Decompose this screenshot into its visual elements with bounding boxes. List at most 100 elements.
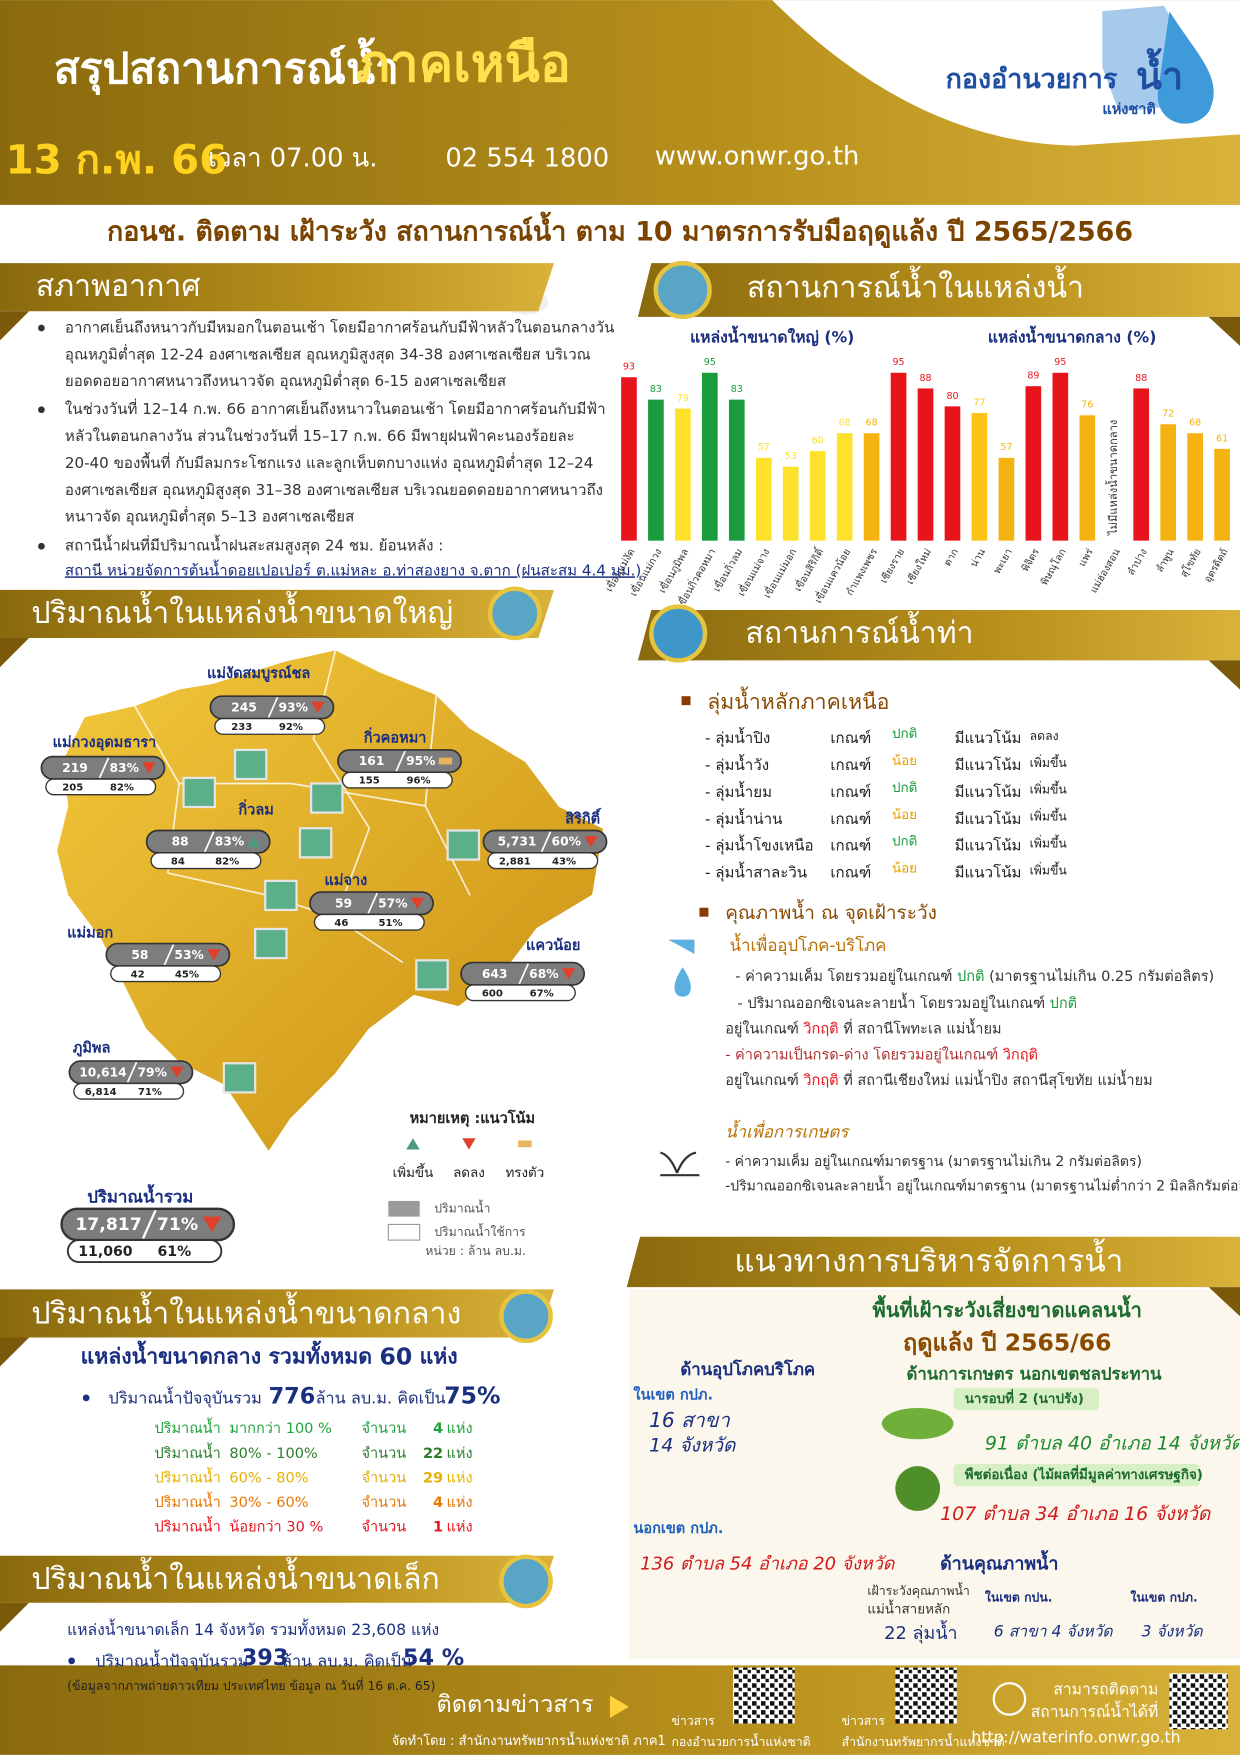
value-label: 57 xyxy=(1000,442,1012,453)
reservoir-badge: 10,614 79% 6,814 71% xyxy=(68,1060,194,1100)
quality-subtitle: น้ำเพื่ออุปโภค-บริโภค xyxy=(730,933,887,956)
bullet xyxy=(681,696,691,706)
section-title: สถานการณ์น้ำท่า xyxy=(745,611,973,651)
usable-pct: 71% xyxy=(138,1087,162,1098)
text-segment: อยู่ในเกณฑ์ xyxy=(725,1020,803,1038)
value-label: 68 xyxy=(1189,418,1201,429)
weather-line: ยอดดอยอากาศหนาวถึงหนาวจัด อุณหภูมิต่ำสุด… xyxy=(65,370,506,391)
mgmt-label: ในเขต กปน. xyxy=(985,1590,1053,1605)
value-label: 88 xyxy=(919,373,931,384)
section-band xyxy=(0,1555,554,1603)
usable: 42 xyxy=(131,969,145,980)
legend-title: หมายเหตุ :แนวโน้ม xyxy=(410,1109,535,1127)
current-value: 393 xyxy=(242,1645,289,1671)
value-label: 53 xyxy=(785,451,797,462)
criterion-label: เกณฑ์ xyxy=(830,756,871,774)
river-trend: เพิ่มขึ้น xyxy=(1030,861,1068,877)
storage: 10,614 xyxy=(79,1065,126,1079)
footer-arrow xyxy=(609,1695,629,1718)
bar xyxy=(675,408,691,541)
value-label: 68 xyxy=(866,418,878,429)
text-segment: ที่ สถานีโพทะเล แม่น้ำยม xyxy=(839,1018,1002,1038)
reservoir-name: ภูมิพล xyxy=(73,1040,111,1057)
section-title: สถานการณ์น้ำในแหล่งน้ำ xyxy=(747,265,1084,305)
chart-subtitle: แหล่งน้ำขนาดใหญ่ (%) xyxy=(690,326,854,348)
current-label: ปริมาณน้ำปัจจุบันรวม xyxy=(109,1387,262,1409)
row-range: มากกว่า 100 % xyxy=(229,1421,331,1437)
bar xyxy=(728,399,745,541)
row-count: 22 xyxy=(423,1446,443,1462)
text-segment: - ปริมาณออกซิเจนละลายน้ำ โดยรวมอยู่ในเกณ… xyxy=(738,992,1050,1012)
trend-down xyxy=(584,836,598,848)
usable-box xyxy=(45,778,157,796)
usable-box xyxy=(487,852,599,870)
usable-box xyxy=(214,717,326,735)
band-notch xyxy=(1208,1287,1240,1317)
weather-line: อากาศเย็นถึงหนาวกับมีหมอกในตอนเช้า โดยมี… xyxy=(65,318,614,337)
logo-text: น้ำ xyxy=(1136,48,1183,98)
usable-box xyxy=(313,913,425,931)
trend-steady xyxy=(518,1140,532,1148)
usable-box xyxy=(110,965,222,983)
row-unit: แห่ง xyxy=(447,1520,473,1536)
section-band xyxy=(637,263,1240,317)
criterion-label: เกณฑ์ xyxy=(830,837,871,855)
mgmt-figure: 136 ตำบล 54 อำเภอ 20 จังหวัด xyxy=(640,1554,896,1575)
bar xyxy=(1187,433,1203,541)
row-unit: แห่ง xyxy=(447,1495,473,1511)
storage-pct: 57% xyxy=(378,896,407,910)
mgmt-figure: 16 สาขา xyxy=(649,1408,730,1432)
trend-down xyxy=(561,968,576,980)
reservoir-badge: 245 93% 233 92% xyxy=(209,695,335,735)
river-status: ปกติ xyxy=(892,835,917,850)
bar xyxy=(1214,448,1230,541)
mgmt-figure: 3 จังหวัด xyxy=(1142,1621,1204,1640)
trend-label: มีแนวโน้ม xyxy=(955,783,1022,801)
reservoir-name: สิริกิติ์ xyxy=(565,807,602,827)
bar xyxy=(782,466,799,541)
bar xyxy=(755,457,772,541)
trend-steady xyxy=(438,757,453,765)
phone: 02 554 1800 xyxy=(445,144,609,174)
time: เวลา 07.00 น. xyxy=(208,144,377,174)
river-name: - ลุ่มน้ำยม xyxy=(705,781,772,802)
usable-box xyxy=(150,852,262,870)
legend-label: ทรงตัว xyxy=(505,1166,544,1181)
section-band xyxy=(0,589,554,639)
divider xyxy=(540,831,552,853)
bar xyxy=(944,406,961,541)
logo-drop xyxy=(1157,11,1214,124)
chart-subtitle: แหล่งน้ำขนาดกลาง (%) xyxy=(988,326,1156,347)
value-label: 88 xyxy=(1135,373,1147,384)
key-usable xyxy=(387,1223,421,1241)
storage-pct: 53% xyxy=(174,948,203,962)
section-band xyxy=(0,1289,554,1338)
usable-pct: 82% xyxy=(110,782,134,793)
storage: 58 xyxy=(131,948,148,962)
usable-pct: 96% xyxy=(407,776,431,787)
text-segment: 60 xyxy=(379,1342,412,1370)
footer-more: สถานการณ์น้ำได้ที่ xyxy=(1031,1700,1159,1721)
quality-line: -ปริมาณออกซิเจนละลายน้ำ อยู่ในเกณฑ์มาตรฐ… xyxy=(725,1175,1240,1194)
reservoir-badge: 161 95% 155 96% xyxy=(337,749,462,789)
storage-pct: 83% xyxy=(110,761,139,775)
storage-pct: 83% xyxy=(215,835,244,849)
reservoir-name: กิ่วคอหมา xyxy=(364,727,427,747)
trend-label: มีแนวโน้ม xyxy=(955,810,1022,828)
trend-down xyxy=(202,1216,222,1233)
medium-heading: แหล่งน้ำขนาดกลาง รวมทั้งหมด 60 แห่ง xyxy=(81,1340,458,1371)
criterion-label: เกณฑ์ xyxy=(830,729,871,747)
usable: 233 xyxy=(231,722,252,733)
storage: 643 xyxy=(482,967,508,981)
section-title: แนวทางการบริหารจัดการน้ำ xyxy=(734,1237,1123,1279)
mgmt-label: แม่น้ำสายหลัก xyxy=(867,1599,950,1617)
value-label: 79 xyxy=(677,393,689,404)
bar xyxy=(621,377,637,541)
district-line xyxy=(179,782,426,807)
title: สรุปสถานการณ์น้ำ xyxy=(54,37,399,95)
mgmt-label: นารอบที่ 2 (นาปรัง) xyxy=(965,1388,1084,1407)
bullet xyxy=(38,406,45,414)
river-trend: เพิ่มขึ้น xyxy=(1030,781,1068,797)
storage: 161 xyxy=(359,754,385,768)
